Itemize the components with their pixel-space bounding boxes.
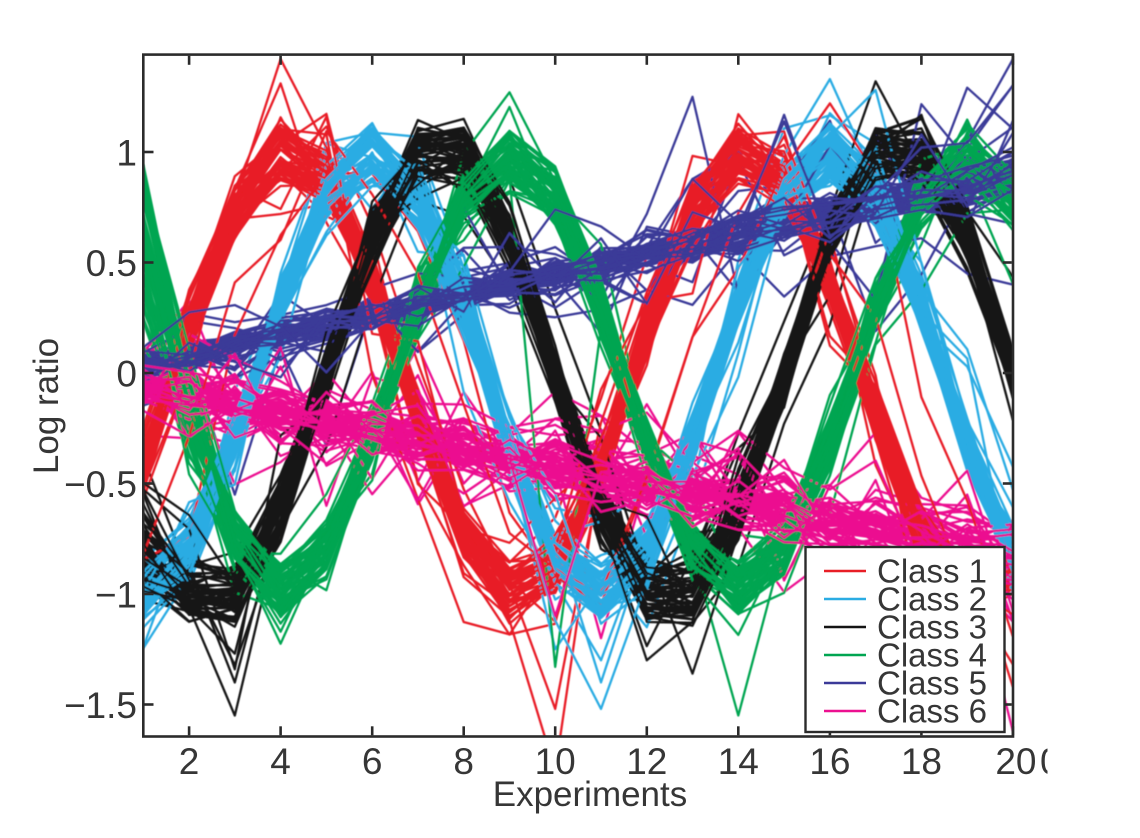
svg-text:Class 3: Class 3 xyxy=(877,609,987,646)
svg-text:Class 2: Class 2 xyxy=(877,581,987,618)
svg-text:4: 4 xyxy=(270,741,291,782)
svg-text:−1.5: −1.5 xyxy=(64,685,137,726)
svg-text:Log ratio: Log ratio xyxy=(27,338,66,474)
svg-text:6: 6 xyxy=(362,741,383,782)
svg-text:10: 10 xyxy=(535,741,576,782)
svg-text:0: 0 xyxy=(116,354,137,395)
svg-text:8: 8 xyxy=(453,741,474,782)
svg-text:0: 0 xyxy=(1040,741,1061,782)
svg-text:0.5: 0.5 xyxy=(86,243,137,284)
svg-text:12: 12 xyxy=(626,741,667,782)
svg-text:Class 1: Class 1 xyxy=(877,553,987,590)
svg-text:Class 5: Class 5 xyxy=(877,665,987,702)
svg-text:18: 18 xyxy=(901,741,942,782)
svg-text:20: 20 xyxy=(995,741,1036,782)
svg-text:Class 6: Class 6 xyxy=(877,693,987,730)
svg-text:1: 1 xyxy=(116,133,137,174)
svg-text:−0.5: −0.5 xyxy=(64,464,137,505)
svg-text:Class 4: Class 4 xyxy=(877,637,987,674)
svg-text:2: 2 xyxy=(179,741,200,782)
svg-text:−1: −1 xyxy=(95,575,137,616)
svg-text:16: 16 xyxy=(809,741,850,782)
svg-text:14: 14 xyxy=(718,741,759,782)
svg-text:Experiments: Experiments xyxy=(493,775,688,814)
